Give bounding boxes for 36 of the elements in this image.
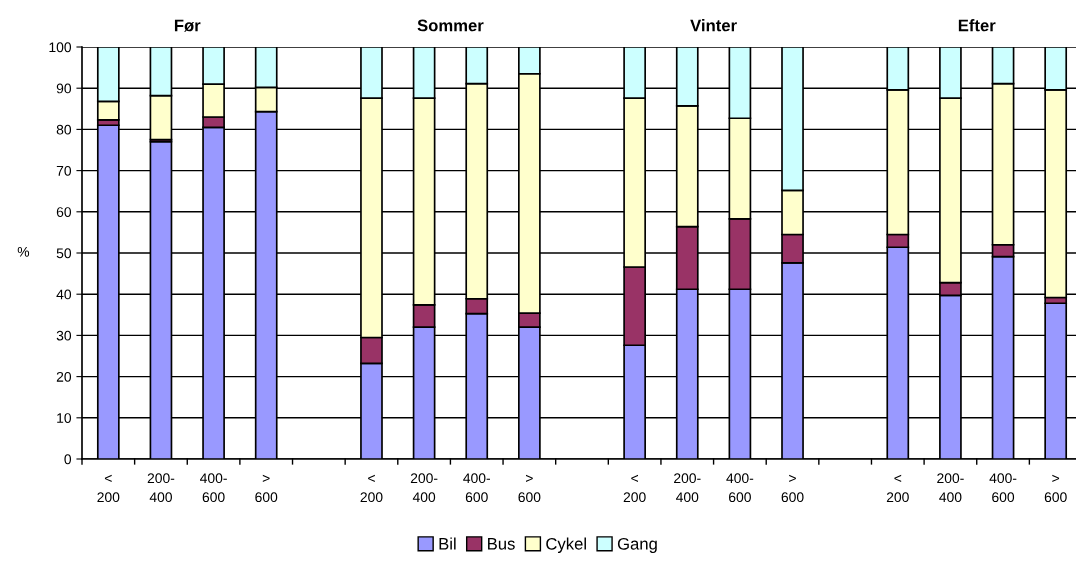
text: Før: [174, 19, 201, 32]
y-tick-label: 50: [56, 248, 72, 259]
legend-label: Cykel: [546, 537, 586, 553]
x-tick-label: < 200: [886, 474, 909, 503]
x-tick-label: 400- 600: [463, 473, 491, 503]
y-tick-label: 70: [56, 165, 72, 176]
x-tick-label: > 600: [518, 474, 541, 503]
x-tick-label: < 200: [360, 474, 383, 503]
x-tick-label: 200- 400: [147, 473, 175, 503]
y-tick-label: 90: [56, 83, 72, 94]
x-tick-label: < 200: [97, 474, 120, 503]
x-tick-label: < 200: [623, 474, 646, 503]
y-tick-label: 20: [56, 371, 72, 382]
text: Efter: [958, 19, 996, 32]
x-tick-label: 400- 600: [200, 473, 227, 503]
x-tick-label: 400- 600: [726, 473, 754, 503]
x-tick-label: > 600: [1044, 474, 1067, 503]
legend-label: Bus: [488, 538, 515, 550]
x-tick-label: > 600: [781, 474, 804, 503]
text: Vinter: [690, 19, 737, 32]
y-tick-label: 40: [56, 289, 72, 300]
legend-label: Gang: [617, 537, 657, 553]
y-tick-label: 0: [64, 454, 72, 465]
x-tick-label: 200- 400: [674, 473, 701, 503]
y-tick-label: 100: [49, 42, 72, 53]
text: Sommer: [417, 19, 484, 32]
x-tick-label: 200- 400: [937, 473, 964, 503]
x-tick-label: 400- 600: [989, 473, 1017, 503]
legend-label: Bil: [439, 537, 456, 550]
y-tick-label: 10: [57, 413, 72, 423]
y-tick-label: 80: [56, 124, 72, 135]
y-axis-title: %: [17, 246, 30, 257]
y-tick-label: 60: [56, 207, 72, 217]
x-tick-label: 200- 400: [410, 473, 438, 503]
x-tick-label: > 600: [255, 474, 278, 503]
y-tick-label: 30: [56, 330, 72, 341]
